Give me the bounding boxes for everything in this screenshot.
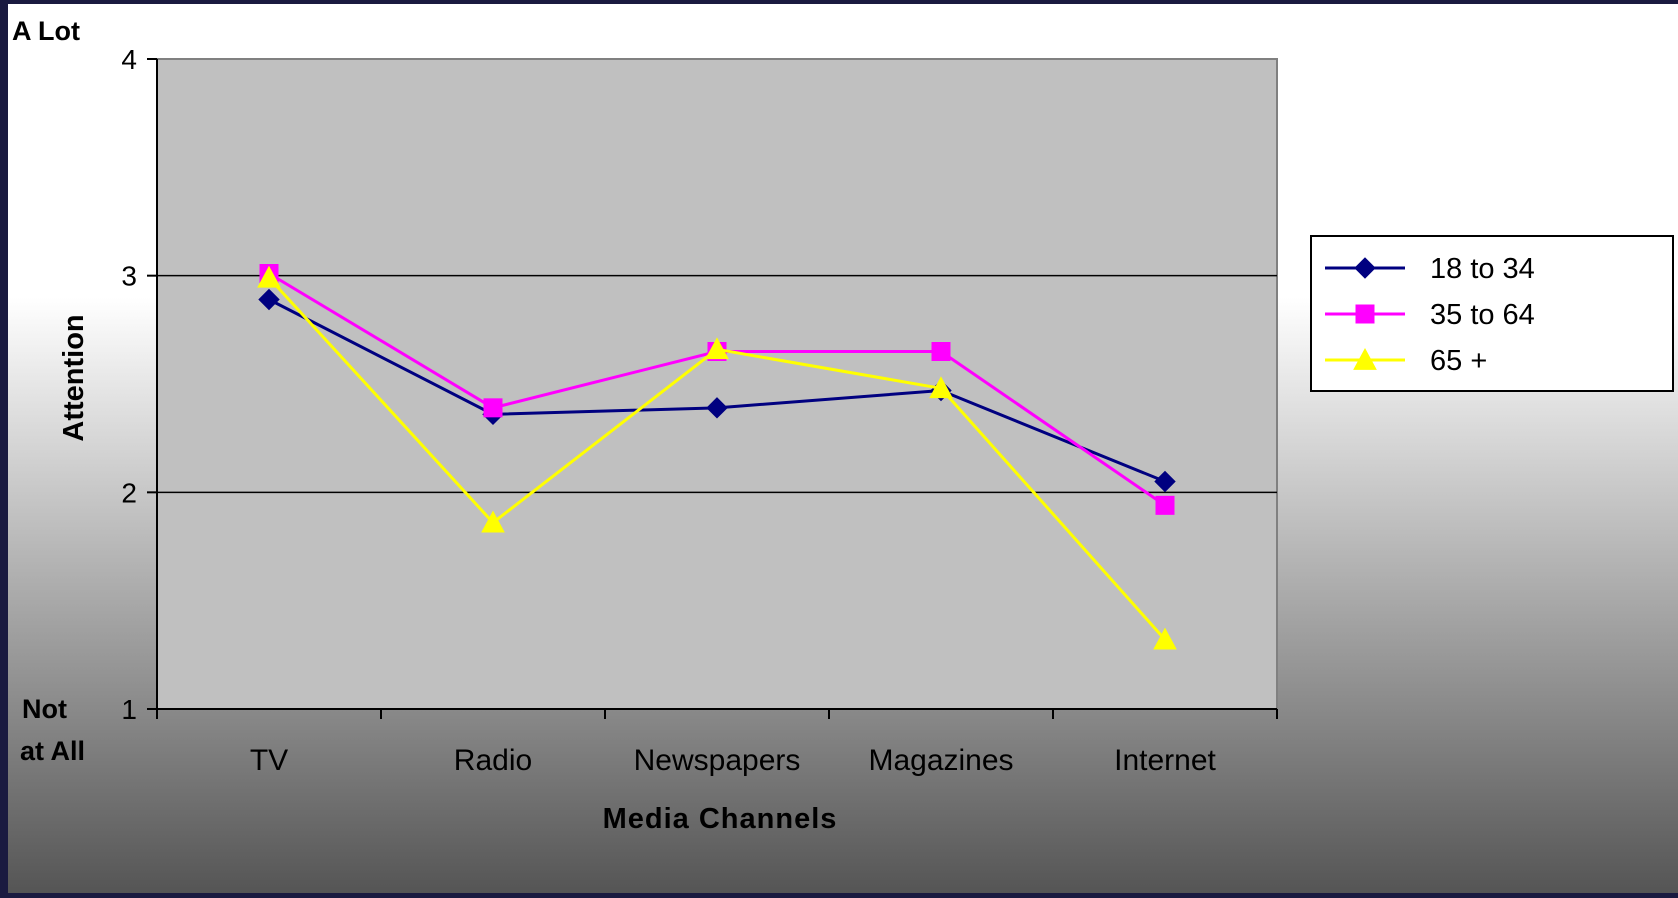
plot-area — [156, 58, 1278, 710]
y-tick-labels: 1 2 3 4 — [121, 44, 137, 725]
x-tick-label: Internet — [1114, 744, 1216, 777]
y-bottom-label-line2: at All — [20, 736, 85, 766]
legend-marker — [1353, 347, 1377, 370]
legend-entry: 65 + — [1325, 345, 1487, 377]
x-tick-labels: TV Radio Newspapers Magazines Internet — [250, 744, 1217, 777]
legend-label: 18 to 34 — [1430, 253, 1535, 285]
legend-entry: 18 to 34 — [1325, 253, 1535, 285]
data-point — [481, 510, 505, 533]
data-point — [706, 397, 728, 419]
legend-entry: 35 to 64 — [1325, 299, 1535, 331]
legend-marker — [1355, 304, 1375, 324]
data-point — [705, 337, 729, 360]
series-3 — [257, 265, 1177, 650]
legend-items: 18 to 34 35 to 64 65 + — [1325, 253, 1535, 377]
x-axis-title: Media Channels — [603, 803, 838, 835]
y-top-label: A Lot — [12, 16, 80, 46]
data-point — [483, 398, 503, 418]
y-axis-title: Attention — [58, 314, 90, 441]
data-point — [258, 288, 280, 311]
y-tick-label: 2 — [121, 477, 137, 508]
data-point — [1154, 470, 1176, 493]
legend: 18 to 34 35 to 64 65 + — [1310, 235, 1674, 392]
x-tick-label: TV — [250, 744, 288, 777]
gridlines — [157, 274, 1277, 494]
legend-marker — [1354, 257, 1376, 279]
data-point — [929, 376, 953, 399]
legend-label: 35 to 64 — [1430, 299, 1535, 331]
x-tick-label: Magazines — [868, 744, 1013, 777]
x-tick-label: Newspapers — [634, 744, 801, 777]
data-point — [1155, 495, 1175, 515]
series-layer — [257, 264, 1177, 650]
data-point — [257, 265, 281, 288]
x-tick-label: Radio — [454, 744, 532, 777]
y-bottom-label-line1: Not — [22, 694, 67, 724]
legend-label: 65 + — [1430, 345, 1487, 377]
y-tick-label: 3 — [121, 261, 137, 292]
data-point — [931, 342, 951, 361]
y-tick-label: 1 — [121, 694, 137, 725]
data-point — [1153, 627, 1177, 650]
y-tick-label: 4 — [121, 44, 137, 75]
axes — [147, 58, 1278, 719]
